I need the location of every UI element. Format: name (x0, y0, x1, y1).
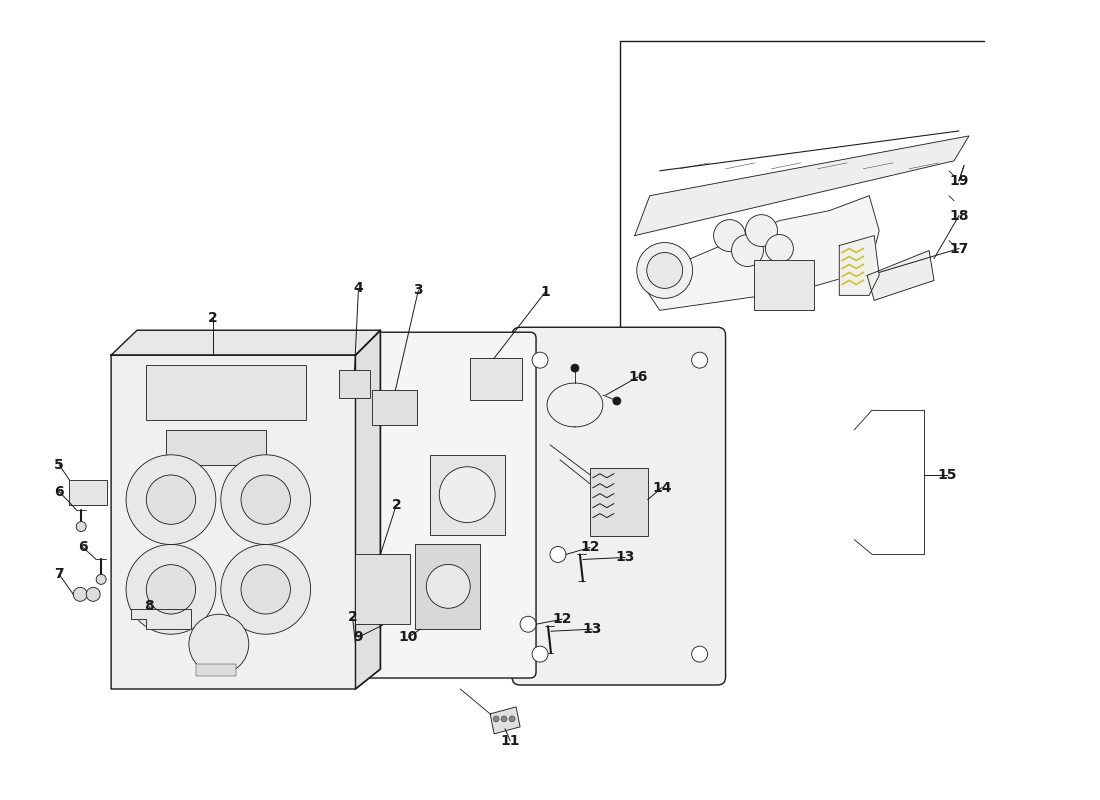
Text: 6: 6 (78, 541, 88, 554)
Bar (416, 545, 481, 630)
Circle shape (86, 587, 100, 602)
Circle shape (550, 546, 566, 562)
Text: 9: 9 (354, 630, 363, 644)
Circle shape (637, 242, 693, 298)
Text: 13: 13 (582, 622, 602, 636)
Circle shape (221, 545, 310, 634)
Circle shape (766, 234, 793, 262)
Bar (339, 370, 371, 398)
Circle shape (692, 646, 707, 662)
Circle shape (221, 455, 310, 545)
Text: a passion for
autos since 1985: a passion for autos since 1985 (355, 371, 684, 608)
Text: 2: 2 (348, 610, 358, 624)
Text: 16: 16 (628, 370, 648, 384)
Bar (430, 455, 505, 534)
Polygon shape (867, 250, 934, 300)
Text: 13: 13 (615, 550, 635, 565)
Circle shape (74, 587, 87, 602)
Polygon shape (355, 330, 381, 689)
Text: 4: 4 (353, 282, 363, 295)
Polygon shape (839, 235, 879, 295)
Text: 1: 1 (540, 286, 550, 299)
Polygon shape (111, 330, 381, 689)
Text: 5: 5 (54, 458, 64, 472)
Bar (355, 554, 410, 624)
Circle shape (647, 253, 683, 288)
Text: 10: 10 (398, 630, 418, 644)
Circle shape (502, 716, 507, 722)
Bar (166, 430, 266, 465)
Polygon shape (635, 136, 969, 235)
Circle shape (96, 574, 106, 584)
Text: 12: 12 (552, 612, 572, 626)
Circle shape (520, 616, 536, 632)
Text: 12: 12 (580, 541, 600, 554)
Text: 8: 8 (144, 599, 154, 614)
Text: 18: 18 (949, 209, 969, 222)
Bar (470, 358, 522, 400)
Polygon shape (131, 610, 191, 630)
Text: 19: 19 (949, 174, 969, 188)
Polygon shape (491, 707, 520, 734)
Circle shape (613, 397, 620, 405)
Bar (196, 664, 235, 676)
Text: 6: 6 (54, 485, 64, 498)
FancyBboxPatch shape (363, 332, 536, 678)
Circle shape (146, 565, 196, 614)
Circle shape (241, 475, 290, 524)
Text: 14: 14 (652, 481, 671, 494)
Circle shape (427, 565, 470, 608)
Polygon shape (111, 330, 381, 355)
Circle shape (241, 565, 290, 614)
Bar (146, 365, 306, 420)
Bar (590, 468, 648, 535)
Circle shape (732, 234, 763, 266)
Text: 15: 15 (937, 468, 957, 482)
Circle shape (493, 716, 499, 722)
Text: 2: 2 (392, 498, 402, 512)
Polygon shape (640, 196, 879, 310)
Text: 17: 17 (949, 242, 969, 255)
Bar (755, 261, 814, 310)
Text: 2: 2 (208, 311, 218, 326)
Circle shape (126, 545, 216, 634)
Text: 7: 7 (54, 567, 64, 582)
FancyBboxPatch shape (513, 327, 726, 685)
Circle shape (692, 352, 707, 368)
Circle shape (532, 646, 548, 662)
Circle shape (714, 220, 746, 251)
Circle shape (571, 364, 579, 372)
Text: 3: 3 (414, 283, 424, 298)
Bar (69, 480, 107, 505)
Text: 11: 11 (500, 734, 520, 748)
Bar (373, 390, 417, 425)
Circle shape (532, 352, 548, 368)
Circle shape (509, 716, 515, 722)
Circle shape (189, 614, 249, 674)
Circle shape (146, 475, 196, 524)
Circle shape (746, 214, 778, 246)
Circle shape (76, 522, 86, 531)
Circle shape (126, 455, 216, 545)
Circle shape (439, 466, 495, 522)
